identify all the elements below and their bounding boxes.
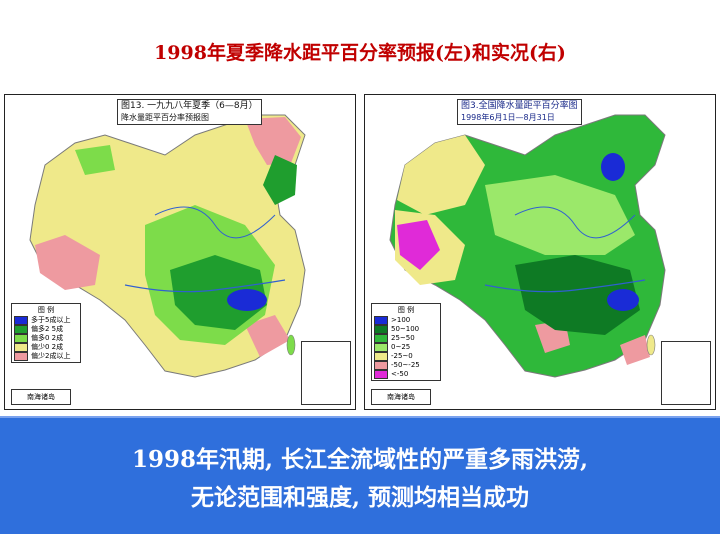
forecast-map-caption: 图13. 一九九八年夏季（6—8月） 降水量距平百分率预报图 bbox=[117, 99, 262, 125]
legend-label: <-50 bbox=[391, 370, 409, 378]
ne-wet-region bbox=[263, 155, 297, 205]
forecast-caption-line2: 降水量距平百分率预报图 bbox=[121, 113, 209, 122]
observed-caption-line2: 1998年6月1日—8月31日 bbox=[461, 113, 555, 122]
legend-item: 50~100 bbox=[374, 325, 438, 334]
legend-item: 偏少2成以上 bbox=[14, 352, 78, 361]
legend-swatch bbox=[14, 316, 28, 325]
forecast-legend: 图 例 多于5成以上 偏多2 5成 偏多0 2成 偏少0 2成 偏少2成以上 bbox=[11, 303, 81, 363]
observed-south-sea-inset-label: 南海诸岛 bbox=[371, 389, 431, 405]
observed-caption-line1: 图3.全国降水量距平百分率图 bbox=[461, 101, 578, 111]
legend-item: 0~25 bbox=[374, 343, 438, 352]
legend-swatch bbox=[374, 361, 388, 370]
legend-swatch bbox=[14, 325, 28, 334]
legend-item: <-50 bbox=[374, 370, 438, 379]
yellow-river bbox=[154, 206, 276, 239]
legend-item: 偏少0 2成 bbox=[14, 343, 78, 352]
dry-patch bbox=[620, 335, 650, 365]
legend-swatch bbox=[374, 325, 388, 334]
forecast-caption-line1: 图13. 一九九八年夏季（6—8月） bbox=[121, 101, 258, 111]
tibet-dry-region bbox=[35, 235, 100, 290]
taiwan-island bbox=[286, 334, 296, 356]
legend-item: -25~0 bbox=[374, 352, 438, 361]
legend-swatch bbox=[14, 343, 28, 352]
observed-map: 图3.全国降水量距平百分率图 1998年6月1日—8月31日 图 例 >100 … bbox=[364, 94, 716, 410]
central-light-wet-region bbox=[485, 175, 635, 255]
observed-legend: 图 例 >100 50~100 25~50 0~25 -25~0 -50~-25… bbox=[371, 303, 441, 381]
ne-dry-region bbox=[245, 117, 301, 165]
yangtze-max-core bbox=[227, 289, 267, 311]
legend-swatch bbox=[374, 343, 388, 352]
observed-legend-title: 图 例 bbox=[397, 306, 415, 314]
observed-south-sea-inset bbox=[661, 341, 711, 405]
legend-label: 偏多2 5成 bbox=[31, 325, 64, 333]
northeast-max-core bbox=[601, 153, 625, 181]
legend-label: 25~50 bbox=[391, 334, 415, 342]
yangtze-river bbox=[484, 279, 646, 293]
northwest-dry-region bbox=[397, 135, 485, 215]
yangtze-wet-region bbox=[515, 255, 640, 335]
legend-item: 偏多2 5成 bbox=[14, 325, 78, 334]
legend-label: 50~100 bbox=[391, 325, 420, 333]
observed-map-graphic bbox=[389, 114, 666, 378]
legend-swatch bbox=[374, 334, 388, 343]
legend-swatch bbox=[374, 316, 388, 325]
legend-swatch bbox=[14, 334, 28, 343]
summary-line2: 无论范围和强度, 预测均相当成功 bbox=[190, 484, 529, 511]
legend-label: 偏少0 2成 bbox=[31, 343, 64, 351]
forecast-south-sea-inset-label: 南海诸岛 bbox=[11, 389, 71, 405]
legend-label: >100 bbox=[391, 316, 411, 324]
forecast-legend-title: 图 例 bbox=[37, 306, 55, 314]
summary-line1: 1998年汛期, 长江全流域性的严重多雨洪涝, bbox=[131, 446, 589, 473]
west-very-dry-region bbox=[397, 220, 440, 270]
southeast-dry-region bbox=[245, 315, 290, 357]
xinjiang-wet-region bbox=[75, 145, 115, 175]
legend-item: 多于5成以上 bbox=[14, 316, 78, 325]
summary-banner: 1998年汛期, 长江全流域性的严重多雨洪涝, 无论范围和强度, 预测均相当成功 bbox=[0, 416, 720, 534]
forecast-south-sea-inset bbox=[301, 341, 351, 405]
slide-title: 1998年夏季降水距平百分率预报(左)和实况(右) bbox=[154, 42, 566, 64]
legend-label: 多于5成以上 bbox=[31, 316, 71, 324]
legend-item: -50~-25 bbox=[374, 361, 438, 370]
legend-label: 0~25 bbox=[391, 343, 411, 351]
yangtze-river bbox=[124, 279, 286, 293]
legend-item: 偏多0 2成 bbox=[14, 334, 78, 343]
legend-label: -25~0 bbox=[391, 352, 413, 360]
legend-swatch bbox=[374, 352, 388, 361]
forecast-map-graphic bbox=[29, 114, 306, 378]
yangtze-max-core bbox=[607, 289, 639, 311]
forecast-map: 图13. 一九九八年夏季（6—8月） 降水量距平百分率预报图 图 例 多于5成以… bbox=[4, 94, 356, 410]
yangtze-wet-region bbox=[170, 255, 267, 330]
legend-label: 偏多0 2成 bbox=[31, 334, 64, 342]
legend-label: 偏少2成以上 bbox=[31, 352, 71, 360]
observed-map-caption: 图3.全国降水量距平百分率图 1998年6月1日—8月31日 bbox=[457, 99, 582, 125]
taiwan-island bbox=[646, 334, 656, 356]
yellow-river bbox=[514, 206, 636, 239]
legend-swatch bbox=[14, 352, 28, 361]
legend-label: -50~-25 bbox=[391, 361, 420, 369]
legend-swatch bbox=[374, 370, 388, 379]
legend-item: >100 bbox=[374, 316, 438, 325]
legend-item: 25~50 bbox=[374, 334, 438, 343]
